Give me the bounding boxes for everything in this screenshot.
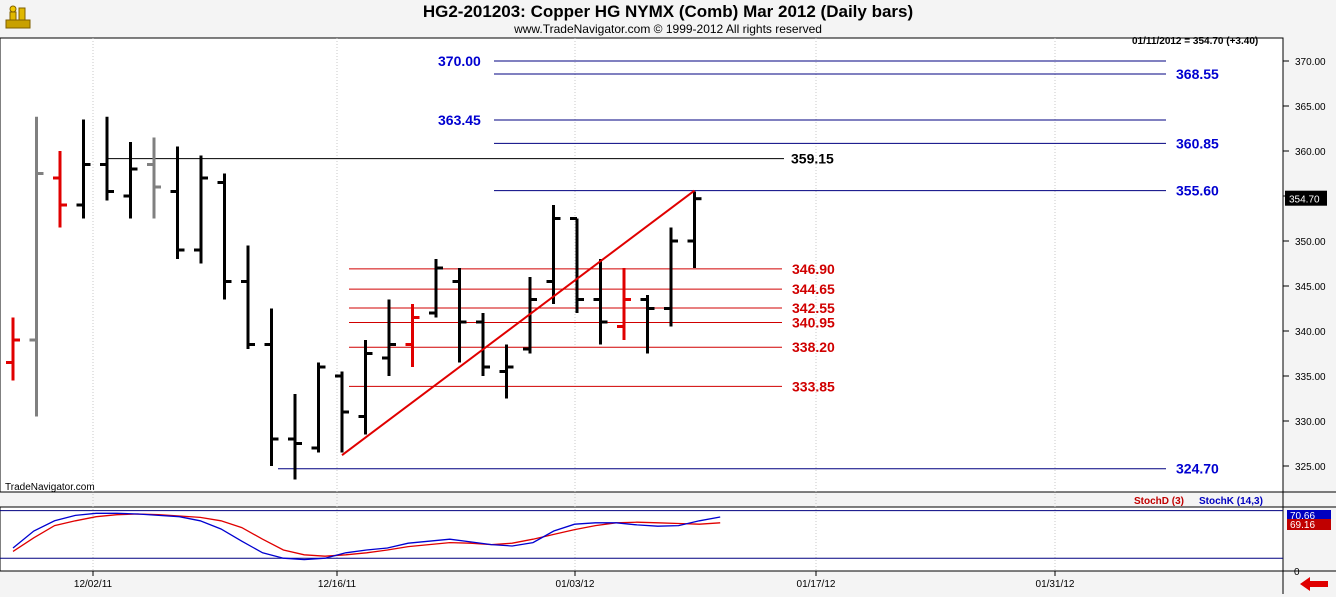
chart-title: HG2-201203: Copper HG NYMX (Comb) Mar 20… <box>422 2 914 21</box>
copyright-subtitle: www.TradeNavigator.com © 1999-2012 All r… <box>514 22 822 36</box>
ohlc-bar <box>76 119 91 219</box>
ohlc-bar <box>335 371 349 453</box>
y-tick-label: 335.00 <box>1295 372 1326 383</box>
red-level-label: 342.55 <box>792 300 835 316</box>
last-price-info: 01/11/2012 = 354.70 (+3.40) <box>1132 36 1259 47</box>
y-tick-label: 330.00 <box>1295 417 1326 428</box>
ohlc-bar <box>664 227 678 327</box>
trendline <box>341 189 696 456</box>
last-price-box <box>1285 190 1327 206</box>
red-level-label: 344.65 <box>792 281 835 297</box>
y-tick-label: 360.00 <box>1295 147 1326 158</box>
x-tick-label: 01/03/12 <box>556 579 595 590</box>
ohlc-bar <box>264 308 279 466</box>
ohlc-bar <box>499 344 514 399</box>
blue-level-label: 355.60 <box>1176 183 1219 199</box>
ohlc-bar <box>570 217 584 313</box>
blue-level-label: 360.85 <box>1176 135 1219 151</box>
scroll-left-arrow-icon[interactable] <box>1298 576 1330 592</box>
ohlc-bar <box>311 362 326 453</box>
price-levels: 370.00 368.55 363.45 360.85 355.60 324.70 359.… <box>108 53 1219 477</box>
ohlc-bar <box>147 137 161 219</box>
ohlc-bar <box>288 394 302 480</box>
ohlc-bar <box>194 155 208 264</box>
y-tick-label: 325.00 <box>1295 462 1326 473</box>
y-tick-label: 365.00 <box>1295 102 1326 113</box>
y-tick-label: 345.00 <box>1295 282 1326 293</box>
x-axis: 12/02/11 12/16/11 01/03/12 01/17/12 01/31/12 <box>74 571 1075 590</box>
legend-stoch-d: StochD (3) <box>1134 496 1184 507</box>
gridlines <box>92 38 1056 571</box>
trade-navigator-logo-icon <box>2 2 34 32</box>
stoch-k-value-box <box>1287 510 1331 520</box>
blue-level-label: 368.55 <box>1176 66 1219 82</box>
y-tick-label: 350.00 <box>1295 237 1326 248</box>
stoch-d-value-box <box>1287 519 1331 530</box>
ohlc-bar <box>358 340 373 435</box>
ohlc-bar <box>405 304 420 367</box>
y-axis: 325.00330.00335.00340.00345.00350.00355.… <box>1283 57 1327 473</box>
red-level-label: 346.90 <box>792 261 835 277</box>
black-level-label: 359.15 <box>791 151 834 167</box>
ohlc-bar <box>217 173 232 300</box>
red-level-label: 333.85 <box>792 378 835 394</box>
x-tick-label: 12/02/11 <box>74 579 113 590</box>
ohlc-bar <box>476 313 490 376</box>
x-tick-label: 12/16/11 <box>318 579 357 590</box>
ohlc-bar <box>617 268 631 340</box>
y-tick-label: 370.00 <box>1295 57 1326 68</box>
ohlc-bar <box>382 299 396 376</box>
stoch-d-value: 69.16 <box>1290 520 1315 531</box>
ohlc-bar <box>640 295 655 354</box>
ohlc-bar <box>687 191 702 268</box>
ohlc-bar <box>170 146 185 259</box>
ohlc-bar <box>241 245 255 349</box>
last-price-label: 354.70 <box>1289 195 1320 206</box>
price-panel <box>0 37 1284 493</box>
ohlc-bar <box>53 151 67 228</box>
stoch-line <box>12 512 721 561</box>
ohlc-bar <box>29 116 44 417</box>
blue-level-label: 370.00 <box>438 53 481 69</box>
ohlc-bar <box>452 268 467 363</box>
ohlc-bar <box>6 317 20 381</box>
blue-level-label: 363.45 <box>438 112 481 128</box>
stoch-k-value: 70.66 <box>1290 511 1315 522</box>
legend-stoch-k: StochK (14,3) <box>1199 496 1263 507</box>
x-tick-label: 01/31/12 <box>1036 579 1075 590</box>
stoch-zero-label: 0 <box>1294 567 1300 578</box>
x-tick-label: 01/17/12 <box>797 579 836 590</box>
ohlc-bar <box>546 205 561 304</box>
trendline-layer <box>341 189 696 456</box>
ohlc-bar <box>100 116 114 201</box>
red-level-label: 340.95 <box>792 314 835 330</box>
blue-level-label: 324.70 <box>1176 461 1219 477</box>
red-level-label: 338.20 <box>792 339 835 355</box>
y-tick-label: 340.00 <box>1295 327 1326 338</box>
ohlc-bar <box>593 259 608 345</box>
ohlc-bar <box>123 142 138 219</box>
brand-label: TradeNavigator.com <box>5 482 95 493</box>
stoch-panel <box>0 506 1284 572</box>
ohlc-bars <box>6 116 702 480</box>
ohlc-bar <box>429 259 443 318</box>
